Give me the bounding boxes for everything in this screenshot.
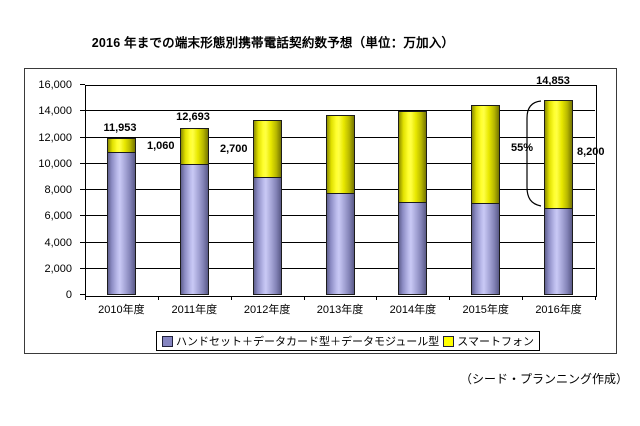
bar-segment-handset [398, 201, 428, 295]
handset-swatch-icon [162, 335, 174, 347]
bar-segment-smartphone [252, 120, 282, 178]
bar-segment-smartphone [398, 110, 428, 203]
bar-segment-handset [106, 152, 136, 295]
x-axis-tick [303, 296, 305, 300]
y-axis-label: 16,000 [38, 79, 72, 91]
bar-segment-smartphone [471, 105, 501, 205]
chart-title: 2016 年までの端末形態別携帯電話契約数予想（単位：万加入） [91, 36, 455, 50]
x-axis-tick [85, 296, 86, 300]
y-axis-tick [80, 189, 85, 190]
smartphone-label-2016: 8,200 [577, 146, 605, 158]
y-axis-label: 0 [65, 289, 72, 301]
x-axis-label: 2016年度 [535, 304, 582, 316]
bar-segment-smartphone [179, 128, 209, 165]
legend-label-handset: ハンドセット＋データカード型＋データモジュール型 [176, 336, 440, 348]
y-axis-tick [80, 136, 85, 138]
x-axis-tick [376, 296, 378, 300]
x-axis-label: 2013年度 [316, 304, 364, 316]
total-label-2011: 12,693 [176, 111, 210, 123]
y-axis-tick [80, 241, 85, 243]
x-axis-label: 2012年度 [243, 304, 291, 316]
y-axis-tick [80, 215, 85, 217]
total-label-2016: 14,853 [536, 75, 570, 87]
smartphone-label-2011: 2,700 [220, 143, 248, 155]
x-axis-tick [449, 296, 451, 300]
y-axis-tick [80, 294, 85, 295]
x-axis-tick [157, 296, 159, 300]
y-axis-tick [80, 110, 85, 112]
smartphone-swatch-icon [443, 335, 455, 347]
legend: ハンドセット＋データカード型＋データモジュール型 スマートフォン [156, 331, 540, 351]
y-axis-tick [80, 267, 85, 269]
y-axis-tick [80, 84, 85, 85]
x-axis-tick [522, 296, 524, 300]
y-axis-label: 12,000 [38, 131, 72, 144]
x-axis-label: 2014年度 [389, 304, 437, 316]
legend-item-smartphone: スマートフォン [443, 333, 534, 349]
bar-segment-handset [179, 163, 209, 295]
y-axis-label: 6,000 [44, 210, 72, 223]
x-axis-label: 2011年度 [171, 304, 218, 316]
total-label-2010: 11,953 [103, 122, 137, 134]
bar-segment-handset [471, 203, 501, 295]
attribution: （シード・プランニング作成） [459, 372, 628, 386]
gridline [85, 110, 595, 112]
y-axis-tick [80, 162, 85, 164]
bar-segment-handset [325, 192, 355, 295]
y-axis-label: 8,000 [44, 184, 72, 196]
x-axis-label: 2015年度 [462, 304, 509, 316]
y-axis-label: 14,000 [38, 105, 72, 118]
y-axis-label: 2,000 [44, 262, 72, 275]
x-axis-label: 2010年度 [98, 304, 145, 316]
x-axis-tick [230, 296, 232, 300]
x-axis-tick [595, 296, 596, 300]
brace-annotation [526, 100, 542, 207]
bar-segment-smartphone [106, 138, 136, 154]
bar-segment-handset [544, 207, 574, 295]
smartphone-label-2010: 1,060 [147, 140, 175, 152]
y-axis-label: 10,000 [38, 157, 72, 170]
bar-segment-handset [252, 176, 282, 295]
bar-segment-smartphone [544, 100, 574, 209]
bar-segment-smartphone [325, 115, 355, 194]
legend-label-smartphone: スマートフォン [457, 336, 534, 348]
legend-item-handset: ハンドセット＋データカード型＋データモジュール型 [162, 333, 439, 349]
y-axis-label: 4,000 [44, 236, 72, 249]
